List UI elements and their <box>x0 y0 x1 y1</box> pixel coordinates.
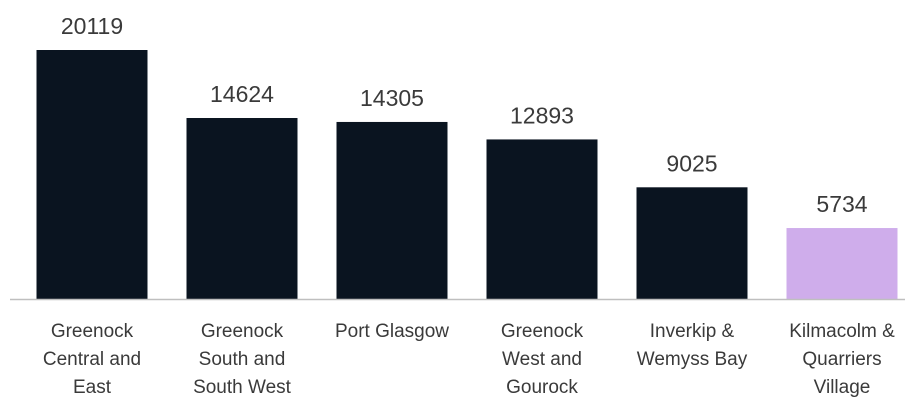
category-label-4: Inverkip & Wemyss Bay <box>637 321 748 370</box>
category-label-line: Greenock <box>201 321 284 342</box>
category-label-line: South and <box>199 349 286 370</box>
category-label-line: Quarriers <box>802 349 881 370</box>
category-label-line: Greenock <box>51 321 134 342</box>
category-label-0: Greenock Central and East <box>43 321 141 398</box>
category-label-3: Greenock West and Gourock <box>501 321 584 398</box>
data-label-1: 14624 <box>210 81 274 107</box>
bar-1 <box>186 118 298 299</box>
category-label-line: Inverkip & <box>650 321 735 342</box>
category-label-line: Village <box>814 377 871 398</box>
bar-3 <box>486 139 598 299</box>
category-label-line: Central and <box>43 349 141 370</box>
data-label-3: 12893 <box>510 102 574 128</box>
data-label-0: 20119 <box>61 13 123 39</box>
category-label-line: West and <box>502 349 582 370</box>
category-label-line: East <box>73 377 112 398</box>
category-label-line: South West <box>193 377 292 398</box>
category-label-2: Port Glasgow <box>335 321 449 342</box>
category-labels-group: Greenock Central and East Greenock South and… <box>43 321 895 398</box>
bar-5 <box>786 228 898 299</box>
category-label-line: Port Glasgow <box>335 321 449 342</box>
category-label-line: Wemyss Bay <box>637 349 748 370</box>
category-label-5: Kilmacolm & Quarriers Village <box>789 321 895 398</box>
category-label-line: Gourock <box>506 377 578 398</box>
data-label-4: 9025 <box>666 150 717 176</box>
bar-4 <box>636 187 748 299</box>
category-label-1: Greenock South and South West <box>193 321 292 398</box>
bars-group <box>36 50 898 299</box>
category-label-line: Greenock <box>501 321 584 342</box>
value-labels-group: 20119 14624 14305 12893 9025 5734 <box>61 13 868 217</box>
bar-0 <box>36 50 148 299</box>
data-label-5: 5734 <box>816 191 867 217</box>
category-label-line: Kilmacolm & <box>789 321 895 342</box>
data-label-2: 14305 <box>360 85 424 111</box>
bar-2 <box>336 121 448 299</box>
